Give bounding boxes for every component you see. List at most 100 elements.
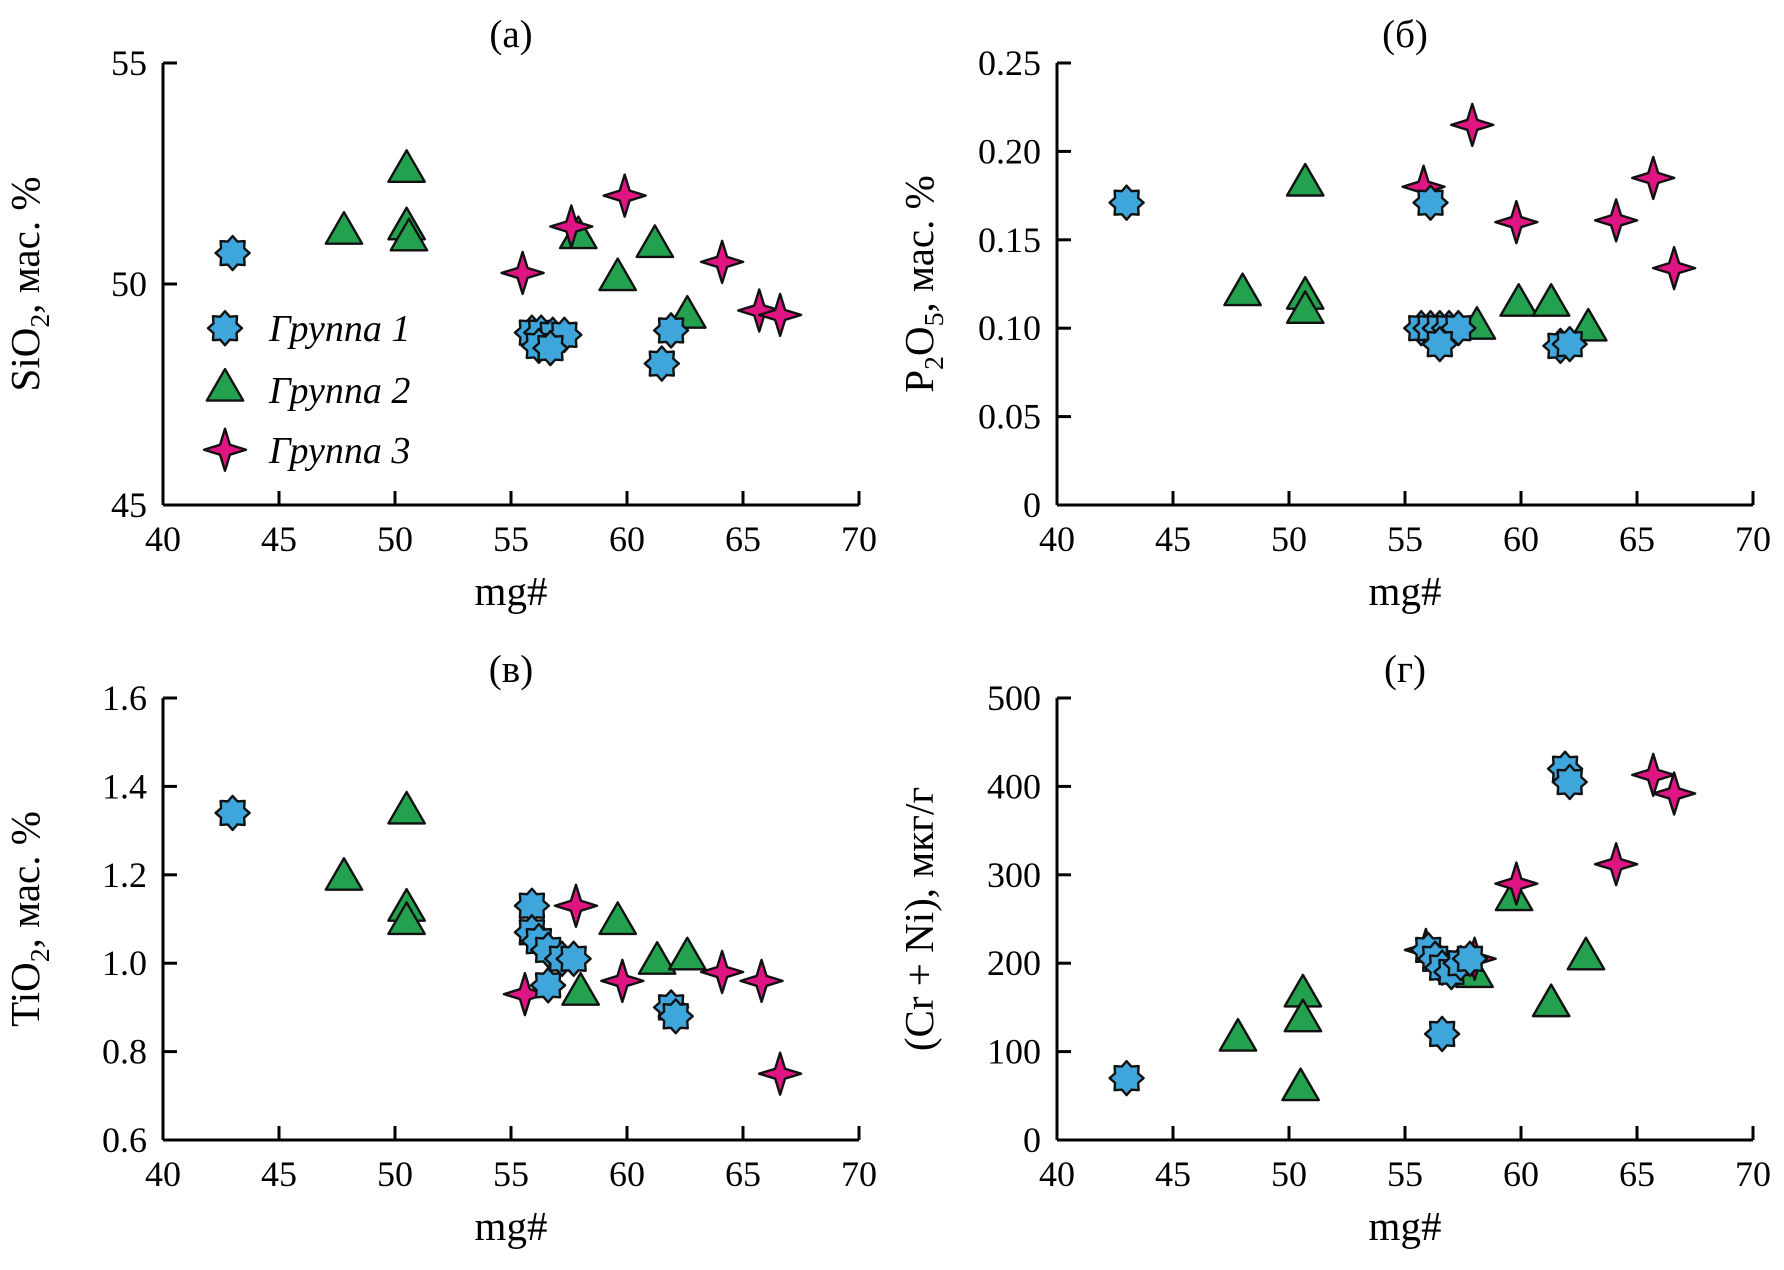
y-tick-label: 1.4	[102, 766, 147, 806]
y-tick-label: 100	[987, 1032, 1041, 1072]
data-point-g2	[1499, 283, 1539, 317]
x-tick-label: 60	[1503, 519, 1539, 559]
y-tick-label: 0.8	[102, 1032, 147, 1072]
data-point-g3	[502, 971, 548, 1017]
data-point-g1	[1551, 325, 1588, 363]
data-point-g1	[206, 310, 244, 347]
x-tick-label: 70	[841, 519, 877, 559]
chart-title: (в)	[489, 648, 533, 691]
y-tick-label: 200	[987, 943, 1041, 983]
data-point-g2	[1281, 1067, 1320, 1102]
data-point-g2	[598, 257, 638, 292]
x-tick-label: 50	[377, 1154, 413, 1194]
x-tick-label: 50	[377, 519, 413, 559]
data-point-g2	[324, 210, 364, 245]
data-point-g2	[598, 901, 638, 936]
data-point-g2	[324, 857, 364, 891]
y-tick-label: 0	[1023, 1120, 1041, 1160]
x-tick-label: 55	[1387, 519, 1423, 559]
data-point-g2	[1218, 1017, 1258, 1052]
data-point-g3	[1631, 752, 1676, 798]
data-point-g3	[699, 949, 745, 995]
data-point-g3	[1494, 199, 1539, 245]
y-tick-label: 500	[987, 678, 1041, 718]
data-point-g2	[387, 790, 426, 825]
x-tick-label: 40	[145, 1154, 181, 1194]
chart-title: (а)	[489, 13, 532, 56]
data-point-g3	[699, 239, 745, 285]
y-tick-label: 45	[111, 485, 147, 525]
data-point-g1	[529, 967, 567, 1004]
data-point-g2	[387, 901, 426, 936]
data-point-g3	[1450, 102, 1495, 148]
y-tick-label: 1.6	[102, 678, 147, 718]
legend-label-g1: Группа 1	[268, 308, 410, 350]
x-tick-label: 45	[1155, 519, 1191, 559]
panel-v-tio2-vs-mg: 40 45 50 55 60 65 70 0.6 0.8 1.0 1.2 1.4 1.6 (в) mg# Ti…	[5, 640, 885, 1260]
x-axis-label: mg#	[475, 568, 548, 614]
data-point-g1	[1421, 325, 1458, 363]
x-tick-label: 65	[1619, 519, 1655, 559]
x-tick-label: 65	[725, 519, 761, 559]
x-tick-label: 70	[1735, 519, 1771, 559]
panel-g-crni-vs-mg: 40 45 50 55 60 65 70 0 100 200 300 400 500 (г) mg# (Cr …	[899, 640, 1779, 1260]
x-tick-label: 60	[1503, 1154, 1539, 1194]
panel-a-sio2-vs-mg: 40 45 50 55 60 65 70 45 50 55 (а) mg# SiO2, мас. % Гр…	[5, 5, 885, 625]
data-point-g3	[1631, 155, 1676, 201]
y-tick-label: 0.15	[978, 220, 1041, 260]
data-point-g3	[1494, 861, 1539, 906]
data-point-g2	[1285, 162, 1325, 197]
legend-label-g3: Группа 3	[268, 430, 410, 472]
x-tick-label: 40	[1039, 1154, 1075, 1194]
y-tick-label: 0.05	[978, 397, 1041, 437]
x-tick-label: 60	[609, 519, 645, 559]
data-point-g2	[205, 367, 245, 402]
x-axis-label: mg#	[1369, 568, 1442, 614]
data-point-g2	[667, 936, 707, 971]
data-point-g2	[637, 941, 677, 975]
x-tick-label: 45	[261, 519, 297, 559]
data-point-g1	[643, 345, 680, 382]
data-point-g2	[389, 217, 429, 252]
data-point-g3	[739, 958, 784, 1004]
data-point-g3	[1593, 198, 1639, 243]
data-point-g2	[1531, 283, 1571, 317]
x-tick-label: 45	[261, 1154, 297, 1194]
x-tick-label: 55	[1387, 1154, 1423, 1194]
x-tick-label: 65	[1619, 1154, 1655, 1194]
x-tick-label: 55	[493, 1154, 529, 1194]
y-axis-label: (Cr + Ni), мкг/г	[899, 787, 942, 1051]
data-point-g1	[1412, 184, 1449, 221]
y-tick-label: 55	[111, 43, 147, 83]
data-point-g1	[1108, 1059, 1145, 1097]
data-point-g2	[635, 224, 675, 259]
data-point-g1	[1423, 1015, 1461, 1053]
x-tick-label: 40	[145, 519, 181, 559]
data-point-g1	[214, 794, 251, 832]
data-point-g3	[757, 1051, 803, 1096]
data-point-g3	[1593, 841, 1639, 887]
data-point-g1	[657, 998, 694, 1035]
y-tick-label: 300	[987, 855, 1041, 895]
data-point-g3	[549, 204, 594, 249]
y-axis-label: SiO2, мас. %	[5, 177, 56, 392]
data-point-g2	[1283, 998, 1323, 1033]
chart-title: (б)	[1382, 13, 1428, 56]
x-tick-label: 55	[493, 519, 529, 559]
legend-label-g2: Группа 2	[268, 370, 410, 412]
x-tick-label: 50	[1271, 1154, 1307, 1194]
data-point-g3	[737, 288, 782, 333]
data-point-g3	[1651, 245, 1697, 291]
chart-title: (г)	[1384, 648, 1426, 691]
x-tick-label: 40	[1039, 519, 1075, 559]
data-point-g2	[1223, 272, 1262, 307]
x-tick-label: 60	[609, 1154, 645, 1194]
y-tick-label: 0.20	[978, 131, 1041, 171]
data-point-g1	[1551, 763, 1588, 801]
y-tick-label: 1.2	[102, 855, 147, 895]
y-axis-label: TiO2, мас. %	[5, 811, 56, 1027]
x-tick-label: 70	[841, 1154, 877, 1194]
y-tick-label: 1.0	[102, 943, 147, 983]
data-point-g2	[387, 149, 426, 183]
